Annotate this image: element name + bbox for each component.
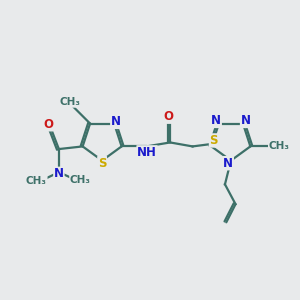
Text: N: N — [54, 167, 64, 180]
Text: CH₃: CH₃ — [70, 176, 91, 185]
Text: S: S — [209, 134, 218, 147]
Text: N: N — [223, 157, 233, 170]
Text: O: O — [43, 118, 53, 131]
Text: CH₃: CH₃ — [268, 141, 290, 152]
Text: N: N — [241, 114, 250, 128]
Text: CH₃: CH₃ — [60, 97, 81, 107]
Text: N: N — [111, 116, 121, 128]
Text: CH₃: CH₃ — [26, 176, 47, 186]
Text: S: S — [98, 157, 106, 170]
Text: O: O — [164, 110, 173, 123]
Text: N: N — [211, 114, 221, 128]
Text: NH: NH — [137, 146, 157, 159]
